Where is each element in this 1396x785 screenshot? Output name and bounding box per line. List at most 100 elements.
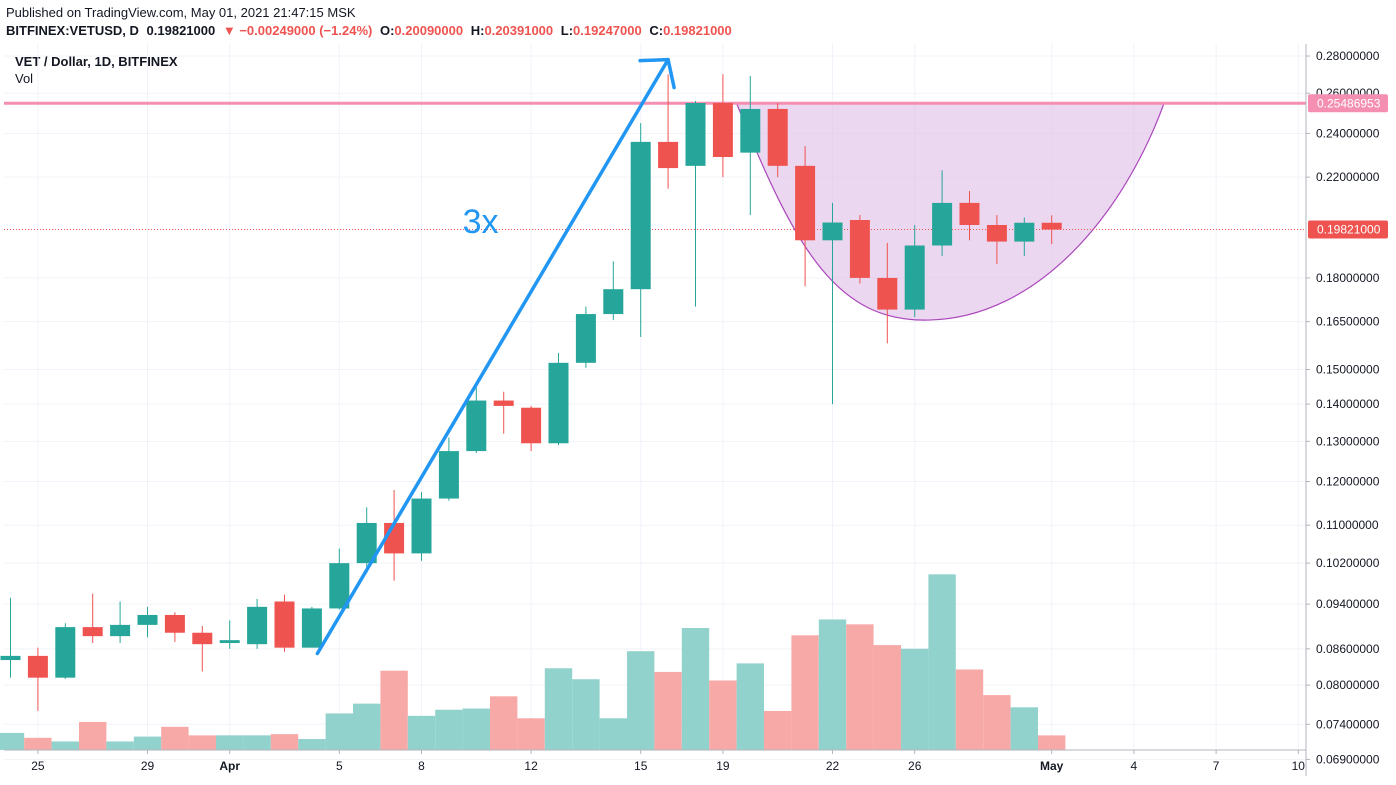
last-price: 0.19821000 <box>146 23 216 38</box>
x-tick-label: 25 <box>31 759 45 773</box>
volume-bar <box>627 651 655 750</box>
candle-body <box>767 108 788 166</box>
candle-body <box>329 563 350 609</box>
candle <box>356 507 377 574</box>
volume-bar <box>407 715 436 750</box>
candle-body <box>575 314 596 363</box>
candle-body <box>685 102 706 166</box>
y-tick-label: 0.10200000 <box>1316 556 1380 570</box>
candle-body <box>411 498 432 554</box>
candle <box>822 202 843 405</box>
y-tick-label: 0.18000000 <box>1316 271 1380 285</box>
change-arrow-icon: ▼ <box>222 23 236 38</box>
candle-body <box>986 225 1007 242</box>
y-tick-label: 0.06900000 <box>1316 752 1380 766</box>
candle <box>82 593 103 644</box>
candle-body <box>493 400 514 406</box>
low-value: 0.19247000 <box>573 23 642 38</box>
arrow-layer: 3x <box>315 57 676 656</box>
ohlc-bar: BITFINEX:VETUSD, D 0.19821000 ▼ −0.00249… <box>6 23 736 38</box>
candle <box>493 391 514 434</box>
y-tick-label: 0.15000000 <box>1316 362 1380 376</box>
candle-body <box>712 102 733 158</box>
candle-body <box>137 614 158 625</box>
y-tick-label: 0.07400000 <box>1316 717 1380 731</box>
candle-body <box>630 141 651 290</box>
volume-bar <box>818 619 847 750</box>
volume-bar <box>654 671 682 750</box>
candle <box>877 242 898 344</box>
volume-bar <box>133 736 162 750</box>
x-tick-label: 8 <box>418 759 425 773</box>
candle <box>247 598 268 649</box>
candle-body <box>110 624 131 637</box>
candle <box>904 225 925 318</box>
candle <box>521 405 542 452</box>
candle <box>27 647 48 711</box>
x-tick-label: May <box>1040 759 1064 773</box>
candle <box>959 191 980 241</box>
candle-body <box>55 627 76 678</box>
candle-body <box>822 222 843 241</box>
low-label: L: <box>560 23 574 38</box>
volume-bars <box>0 574 1066 750</box>
candle <box>712 74 733 178</box>
candle <box>1014 217 1035 257</box>
candles <box>0 74 1062 711</box>
x-tick-label: 29 <box>141 759 155 773</box>
x-tick-label: 4 <box>1131 759 1138 773</box>
y-tick-label: 0.12000000 <box>1316 475 1380 489</box>
candle-body <box>658 141 679 169</box>
volume-bar <box>51 741 79 750</box>
volume-bar <box>901 648 929 750</box>
x-tick-label: 15 <box>634 759 648 773</box>
candle-body <box>904 245 925 310</box>
volume-bar <box>1038 735 1066 750</box>
y-tick-label: 0.13000000 <box>1316 434 1380 448</box>
x-tick-label: 19 <box>716 759 730 773</box>
resistance-level-badge-label: 0.25486953 <box>1317 96 1381 110</box>
y-tick-label: 0.11000000 <box>1316 518 1379 532</box>
volume-bar <box>709 680 737 750</box>
change-value: −0.00249000 (−1.24%) <box>239 23 373 38</box>
candle-body <box>1041 222 1062 230</box>
candle-body <box>1014 222 1035 242</box>
volume-bar <box>1010 707 1038 750</box>
volume-bar <box>79 721 107 750</box>
x-tick-label: Apr <box>219 759 240 773</box>
last-price-badge <box>1308 220 1388 239</box>
y-tick-label: 0.09400000 <box>1316 597 1380 611</box>
x-tick-label: 10 <box>1292 759 1306 773</box>
level-layer <box>4 101 1306 231</box>
volume-bar <box>24 737 52 750</box>
candle <box>110 601 131 644</box>
volume-bar <box>517 718 545 750</box>
candle-body <box>521 407 542 444</box>
volume-bar <box>298 739 326 750</box>
volume-bar <box>161 726 189 750</box>
candle <box>438 437 459 501</box>
y-tick-label: 0.08600000 <box>1316 642 1380 656</box>
candle-body <box>603 289 624 315</box>
volume-bar <box>353 703 381 750</box>
x-tick-label: 26 <box>908 759 922 773</box>
volume-bar <box>873 645 901 750</box>
volume-bar <box>983 695 1011 750</box>
candle-body <box>274 601 295 648</box>
candle-body <box>301 608 322 648</box>
chart-legend[interactable]: VET / Dollar, 1D, BITFINEX Vol <box>15 53 178 87</box>
candle-body <box>466 400 487 452</box>
y-tick-label: 0.14000000 <box>1316 397 1380 411</box>
volume-bar <box>270 734 299 750</box>
candle <box>55 623 76 679</box>
volume-bar <box>106 741 134 750</box>
candle-body <box>0 655 21 661</box>
candle <box>603 261 624 321</box>
y-tick-label: 0.16500000 <box>1316 315 1380 329</box>
candle-body <box>795 165 816 241</box>
candle <box>301 606 322 648</box>
candle-body <box>548 362 569 444</box>
candle <box>849 215 870 284</box>
candle-body <box>247 606 268 645</box>
